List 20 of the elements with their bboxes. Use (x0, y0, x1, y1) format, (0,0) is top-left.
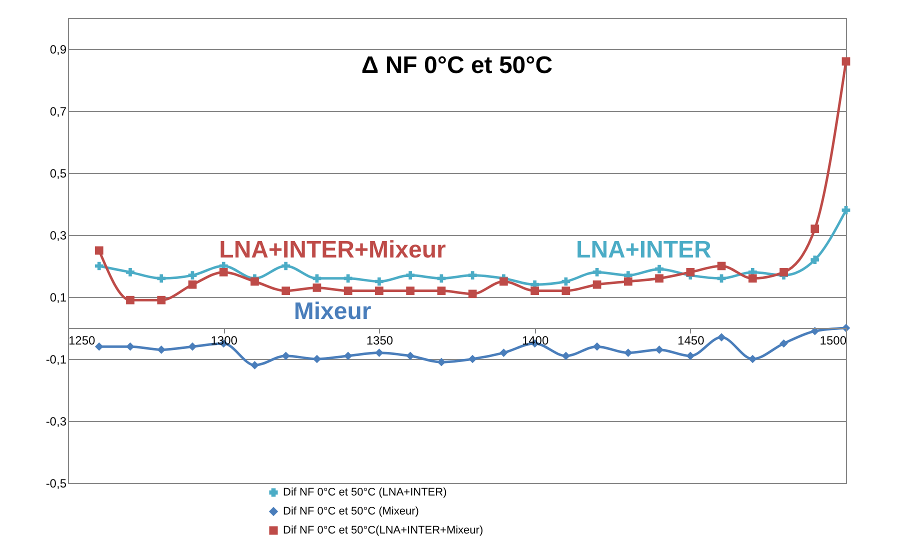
annotation: LNA+INTER+Mixeur (219, 236, 446, 264)
annotation: Mixeur (294, 298, 372, 325)
y-tick-label: 0,9 (50, 42, 67, 56)
y-tick-label: 0,5 (50, 166, 67, 180)
annotation: LNA+INTER (576, 236, 712, 264)
x-tick-label: 1250 (68, 334, 96, 348)
text: Δ NF 0°C et 50°C (361, 52, 553, 79)
y-tick-label: 0,1 (50, 290, 67, 304)
y-tick-label: -0,1 (46, 352, 67, 366)
x-tick-label: 1450 (678, 334, 705, 348)
y-tick-label: 0,3 (50, 228, 67, 242)
legend-label: Dif NF 0°C et 50°C (LNA+INTER) (283, 486, 447, 498)
y-tick-label: 0,7 (50, 104, 67, 118)
y-tick-label: -0,5 (46, 476, 67, 490)
legend-label: Dif NF 0°C et 50°C (Mixeur) (283, 506, 419, 518)
x-tick-label: 1350 (366, 334, 394, 348)
x-tick-label: 1500 (820, 334, 847, 348)
x-tick-label: 1400 (522, 334, 549, 348)
y-tick-label: -0,3 (46, 414, 67, 428)
legend-label: Dif NF 0°C et 50°C(LNA+INTER+Mixeur) (283, 524, 484, 536)
